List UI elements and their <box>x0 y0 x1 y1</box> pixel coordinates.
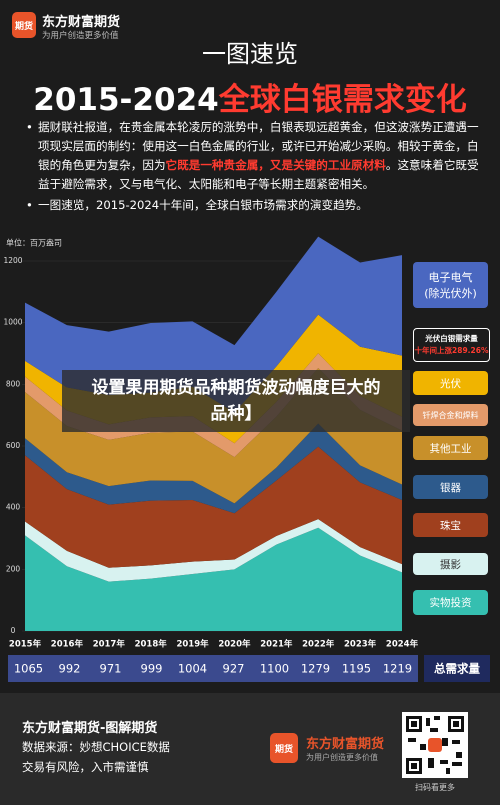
y-tick-label: 400 <box>6 503 21 512</box>
total-value: 1100 <box>260 662 289 676</box>
x-tick-label: 2018年 <box>135 639 168 650</box>
bullet-text: 一图速览，2015-2024十年间，全球白银市场需求的演变趋势。 <box>38 198 368 212</box>
area <box>25 446 402 568</box>
logo: 期货 <box>12 12 36 38</box>
footer-risk: 交易有风险，入市需谨慎 <box>22 760 149 774</box>
overlay-banner: 设置果用期货品种期货波动幅度巨大的 品种】 <box>62 370 410 432</box>
x-tick-label: 2019年 <box>176 639 209 650</box>
bullet-highlight: 它既是一种贵金属，又是关键的工业原材料 <box>165 158 386 172</box>
x-tick-label: 2020年 <box>218 639 251 650</box>
x-tick-label: 2015年 <box>9 639 42 650</box>
footer-slogan: 为用户创造更多价值 <box>306 753 378 762</box>
total-value: 1004 <box>178 662 207 676</box>
bullet-text: 据财联社报道，在贵金属本轮凌厉的涨势中，白银表现远超黄金，但这波涨势正遭遇一项现… <box>38 120 479 172</box>
total-value: 1219 <box>383 662 412 676</box>
totals-label: 总需求量 <box>434 662 480 676</box>
brand: 东方财富期货 <box>42 15 121 30</box>
slogan: 为用户创造更多价值 <box>42 31 119 41</box>
x-tick-label: 2024年 <box>386 639 419 650</box>
bullet: 一图速览，2015-2024十年间，全球白银市场需求的演变趋势。 <box>26 196 488 215</box>
annotation-line: 光伏白银需求量 <box>425 334 478 343</box>
qr-code <box>402 712 468 778</box>
footer-source: 数据来源：妙想CHOICE数据 <box>22 740 170 754</box>
totals-label-box <box>424 655 490 682</box>
area <box>25 519 402 582</box>
annotation: 光伏白银需求量 十年间上涨289.26% <box>413 328 490 362</box>
area <box>25 527 402 631</box>
legend-item: 其他工业 <box>413 436 488 460</box>
footer-title: 东方财富期货-图解期货 <box>22 721 158 736</box>
footer: 东方财富期货-图解期货 数据来源：妙想CHOICE数据 交易有风险，入市需谨慎 … <box>0 693 500 805</box>
legend-item: 光伏 <box>413 371 488 395</box>
total-value: 1065 <box>14 662 43 676</box>
legend-item: 摄影 <box>413 553 488 575</box>
legend-item: 银器 <box>413 475 488 499</box>
y-tick-label: 1000 <box>3 318 22 327</box>
total-value: 927 <box>223 662 245 676</box>
total-value: 971 <box>100 662 122 676</box>
y-tick-label: 600 <box>6 441 21 450</box>
unit-label: 单位：百万盎司 <box>6 238 62 248</box>
footer-brand: 东方财富期货 <box>306 737 385 752</box>
area <box>25 236 402 413</box>
y-tick-label: 0 <box>11 626 16 635</box>
legend-item: 钎焊合金和焊料 <box>413 404 488 426</box>
total-value: 999 <box>141 662 163 676</box>
total-value: 1195 <box>342 662 371 676</box>
y-tick-label: 200 <box>6 564 21 573</box>
page-title: 一图速览 <box>202 40 298 68</box>
x-tick-label: 2017年 <box>93 639 126 650</box>
total-value: 1279 <box>301 662 330 676</box>
x-tick-label: 2021年 <box>260 639 293 650</box>
footer-logo: 期货 <box>270 733 298 763</box>
area <box>25 423 402 514</box>
totals-band <box>8 655 418 682</box>
annotation-line: 十年间上涨289.26% <box>414 346 489 355</box>
bullet: 据财联社报道，在贵金属本轮凌厉的涨势中，白银表现远超黄金，但这波涨势正遭遇一项现… <box>26 118 488 194</box>
headline-subject: 全球白银需求变化 <box>218 82 467 118</box>
headline: 2015-2024全球白银需求变化 <box>0 74 500 119</box>
legend-item: 珠宝 <box>413 513 488 537</box>
overlay-line: 品种】 <box>210 404 262 424</box>
qr-caption: 扫码看更多 <box>415 783 455 792</box>
x-tick-label: 2022年 <box>302 639 335 650</box>
legend-item: 实物投资 <box>413 590 488 615</box>
y-tick-label: 800 <box>6 379 21 388</box>
bullet-text: 。这意味着它既受益于避险需求，又与电气化、太阳能和电子等长期主题紧密相关。 <box>38 158 479 191</box>
x-tick-label: 2023年 <box>344 639 377 650</box>
bullets: 据财联社报道，在贵金属本轮凌厉的涨势中，白银表现远超黄金，但这波涨势正遭遇一项现… <box>26 118 488 215</box>
headline-years: 2015-2024 <box>33 82 219 118</box>
y-tick-label: 1200 <box>3 256 22 265</box>
total-value: 992 <box>59 662 81 676</box>
legend-item: 电子电气(除光伏外) <box>413 262 488 308</box>
overlay-line: 设置果用期货品种期货波动幅度巨大的 <box>91 378 381 398</box>
x-tick-label: 2016年 <box>51 639 84 650</box>
